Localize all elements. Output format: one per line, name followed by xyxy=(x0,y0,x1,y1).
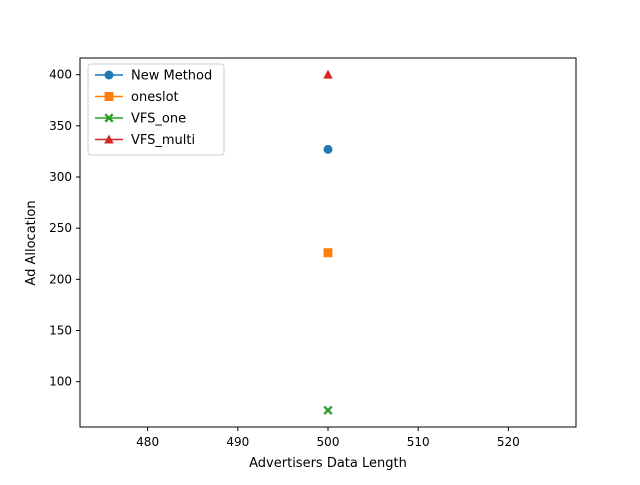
legend-marker xyxy=(104,70,114,80)
plot-area: 480 490 500 510 520 100 150 200 250 300 350 400 xyxy=(49,57,577,449)
x-tick-label: 520 xyxy=(497,435,520,449)
data-point xyxy=(323,144,333,154)
x-tick-label: 500 xyxy=(317,435,340,449)
data-point xyxy=(323,248,333,258)
legend-marker xyxy=(104,92,114,101)
x-tick-label: 490 xyxy=(226,435,249,449)
y-tick-label: 300 xyxy=(49,170,72,184)
y-tick-label: 200 xyxy=(49,272,72,286)
y-tick-label: 400 xyxy=(49,68,72,82)
legend: New Method oneslot VFS_one VFS_multi xyxy=(87,63,225,156)
y-tick-label: 150 xyxy=(49,324,72,338)
y-tick-label: 250 xyxy=(49,221,72,235)
data-point xyxy=(323,405,333,415)
legend-label: New Method xyxy=(131,69,212,84)
y-tick-label: 350 xyxy=(49,119,72,133)
x-tick-label: 480 xyxy=(136,435,159,449)
legend-marker xyxy=(104,113,114,123)
legend-box xyxy=(87,63,225,156)
legend-label: VFS_one xyxy=(131,112,186,127)
legend-marker xyxy=(104,134,114,144)
y-tick-label: 100 xyxy=(49,375,72,389)
x-tick-label: 510 xyxy=(407,435,430,449)
x-axis-label: Advertisers Data Length xyxy=(249,456,407,471)
data-point xyxy=(323,69,333,79)
legend-label: oneslot xyxy=(131,90,179,105)
y-axis-label: Ad Allocation xyxy=(24,200,39,285)
legend-label: VFS_multi xyxy=(131,133,195,148)
